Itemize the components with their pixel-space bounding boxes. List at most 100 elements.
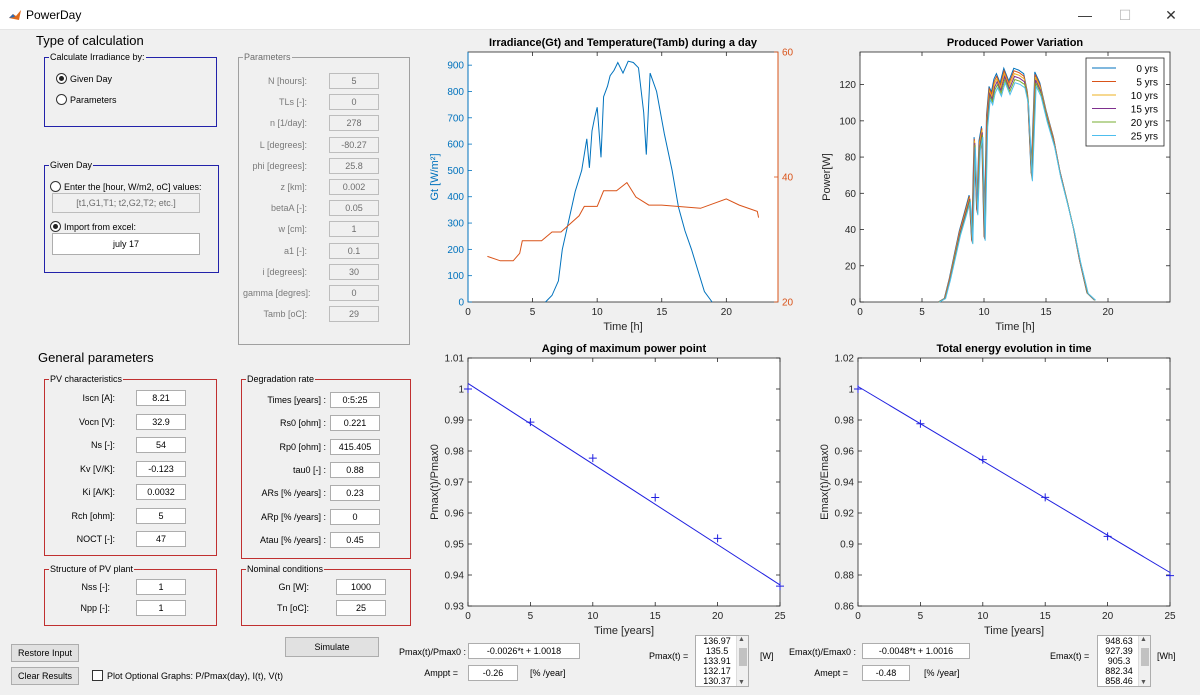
x-tick-label: 0 [465,611,471,622]
param-input[interactable]: 0.45 [330,531,380,548]
param-input[interactable]: 0.0032 [136,484,186,500]
param-input: 0.05 [329,200,379,217]
data-point [1103,532,1112,541]
param-label: ARs [% /years] : [261,488,326,499]
param-input[interactable]: 0.88 [330,461,380,478]
param-label: betaA [-]: [270,203,307,214]
minimize-icon: — [1078,7,1092,23]
y-tick-label: 100 [447,271,464,282]
param-label: Rs0 [ohm] : [279,418,326,429]
x-tick-label: 5 [530,307,536,318]
x-tick-label: 10 [977,611,989,622]
list-item[interactable]: 133.91 [703,656,731,666]
list-item[interactable]: 948.63 [1105,636,1133,646]
param-input[interactable]: 0:5:25 [330,392,380,408]
x-tick-label: 0 [857,307,863,318]
param-input[interactable]: 1000 [336,579,386,595]
param-input[interactable]: 8.21 [136,390,186,406]
param-input: 0.002 [329,179,379,195]
given-day-radio[interactable] [56,73,67,84]
param-input[interactable]: 47 [136,531,186,547]
plot-optional-checkbox[interactable] [92,670,103,681]
chart-title: Irradiance(Gt) and Temperature(Tamb) dur… [489,37,758,49]
param-input[interactable]: 1 [136,579,186,595]
restore-input-button[interactable]: Restore Input [11,644,79,662]
param-label: tau0 [-] : [292,464,326,475]
close-button[interactable]: ✕ [1148,0,1194,30]
scroll-down-icon[interactable]: ▼ [1140,679,1147,686]
x-tick-label: 10 [587,611,599,622]
general-parameters-heading: General parameters [38,350,154,365]
param-label: L [degrees]: [259,139,307,150]
y-tick-label: 800 [447,87,464,98]
scroll-up-icon[interactable]: ▲ [738,636,745,643]
x-tick-label: 20 [721,307,733,318]
emax-listbox[interactable]: 948.63 927.39 905.3 882.34 858.46 ▲ ▼ [1097,635,1151,687]
legend-label: 15 yrs [1131,105,1158,116]
y-tick-label: 0 [850,298,856,309]
param-input[interactable]: -0.123 [136,460,186,477]
x-tick-label: 25 [774,611,786,622]
y-axis-label: Emax(t)/Emax0 [819,444,831,520]
scroll-up-icon[interactable]: ▲ [1140,636,1147,643]
param-input[interactable]: 415.405 [330,438,380,455]
param-input[interactable]: 1 [136,600,186,616]
param-label: ARp [% /years] : [260,511,326,522]
maximize-button[interactable]: ☐ [1102,0,1148,30]
param-input[interactable]: 0 [330,508,380,525]
data-point [526,418,535,427]
list-item[interactable]: 882.34 [1105,666,1133,676]
data-point [776,582,784,591]
param-input[interactable]: 32.9 [136,413,186,430]
param-input: 0 [329,94,379,111]
pmax-listbox[interactable]: 136.97 135.5 133.91 132.17 130.37 ▲ ▼ [695,635,749,687]
param-label: Atau [% /years] : [259,534,326,545]
close-icon: ✕ [1165,6,1177,23]
plot-area [467,357,781,607]
emax-scrollbar[interactable]: ▲ ▼ [1138,636,1150,686]
param-input[interactable]: 25 [336,600,386,616]
param-input[interactable]: 5 [136,507,186,524]
param-label: Npp [-]: [80,603,110,613]
y-tick-label: 1.02 [835,354,855,365]
enter-values-radio[interactable] [50,181,61,192]
list-item[interactable]: 130.37 [703,676,731,686]
param-label: Kv [V/K]: [79,463,115,474]
minimize-button[interactable]: — [1062,0,1108,30]
values-input[interactable]: [t1,G1,T1; t2,G2,T2; etc.] [52,193,200,213]
param-input[interactable]: 0.23 [330,485,380,502]
pmax-scrollbar[interactable]: ▲ ▼ [736,636,748,686]
list-item[interactable]: 135.5 [705,646,729,656]
param-label: N [hours]: [267,76,307,86]
list-item[interactable]: 136.97 [703,636,731,646]
excel-file-input[interactable]: july 17 [52,233,200,255]
list-item[interactable]: 905.3 [1107,656,1131,666]
panel-title: Given Day [49,160,94,170]
param-input[interactable]: 0.221 [330,415,380,432]
y-axis-label: Gt [W/m²] [429,153,441,200]
list-item[interactable]: 132.17 [703,666,731,676]
x-tick-label: 20 [1102,611,1114,622]
data-point [916,419,925,428]
scroll-thumb[interactable] [1141,648,1149,666]
scroll-down-icon[interactable]: ▼ [738,679,745,686]
panel-title: Nominal conditions [246,564,325,574]
y-tick-label: 0.95 [445,540,465,551]
param-input: 278 [329,115,379,132]
given-day-radio-label: Given Day [70,74,113,84]
param-input[interactable]: 54 [136,437,186,453]
y-tick-label: 0.94 [445,571,465,582]
import-excel-radio[interactable] [50,221,61,232]
scroll-thumb[interactable] [739,648,747,666]
list-item[interactable]: 927.39 [1105,646,1133,656]
x-tick-label: 25 [1164,611,1176,622]
power-series-line-5 [939,81,1096,303]
simulate-button[interactable]: Simulate [285,637,379,657]
parameters-radio-label: Parameters [70,95,117,105]
data-point [1041,493,1050,502]
clear-results-button[interactable]: Clear Results [11,667,79,685]
param-label: Rp0 [ohm] : [279,441,326,452]
y-tick-label: 0.88 [835,571,855,582]
parameters-radio[interactable] [56,94,67,105]
list-item[interactable]: 858.46 [1105,676,1133,686]
